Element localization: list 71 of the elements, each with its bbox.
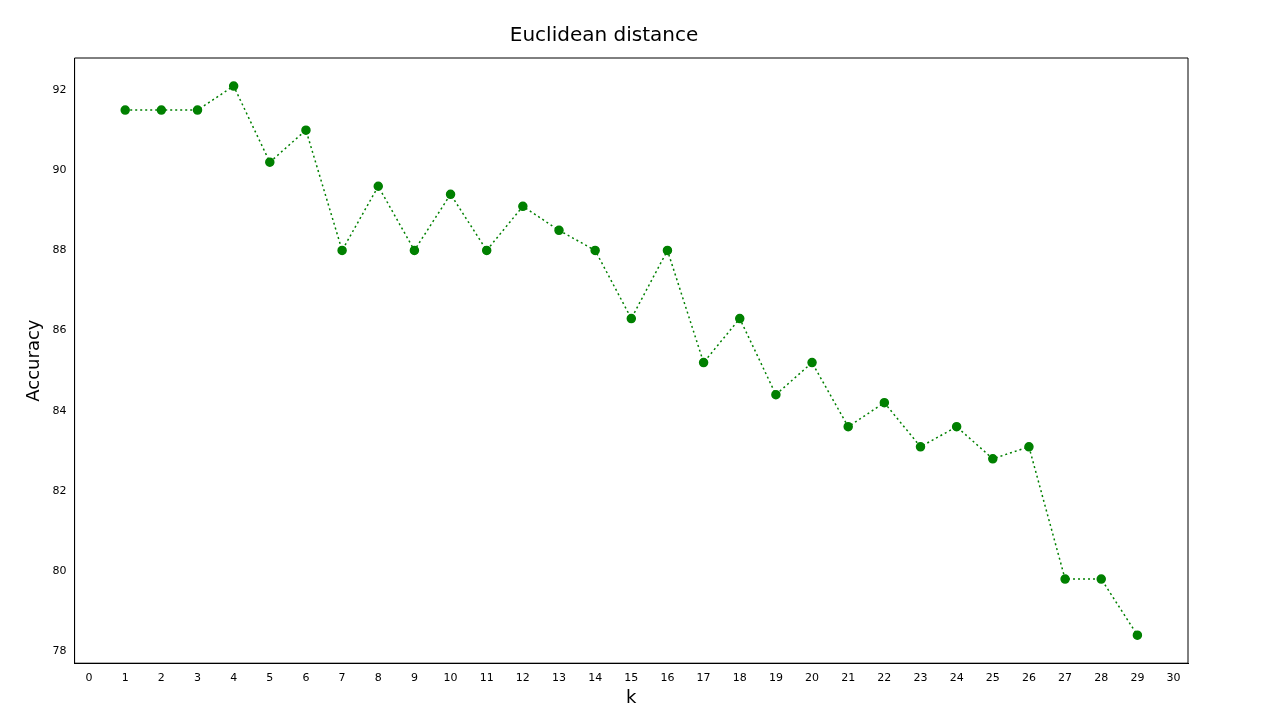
point	[626, 313, 637, 324]
point	[554, 225, 564, 236]
x-tick-label: 19	[768, 670, 783, 684]
x-tick-label: 24	[949, 670, 964, 684]
y-tick-label: 78	[52, 644, 67, 658]
point	[1132, 630, 1143, 640]
x-tick-label: 2	[157, 670, 165, 684]
point	[1096, 574, 1106, 584]
y-axis-title: Accuracy	[22, 319, 44, 402]
point	[337, 245, 347, 256]
y-tick-label: 92	[52, 82, 67, 96]
point	[1024, 442, 1034, 452]
point	[445, 189, 456, 200]
x-tick-label: 14	[588, 670, 603, 684]
x-tick-label: 4	[230, 670, 238, 684]
x-tick-label: 27	[1058, 670, 1073, 684]
point	[192, 105, 203, 115]
x-tick-label: 3	[194, 670, 202, 684]
point	[988, 454, 998, 464]
point	[373, 181, 383, 191]
point	[228, 81, 239, 91]
x-tick-label: 30	[1166, 670, 1181, 684]
point	[481, 245, 492, 256]
y-tick-label: 90	[52, 163, 67, 177]
x-tick-label: 23	[913, 670, 928, 684]
point	[120, 105, 130, 115]
point	[590, 245, 600, 256]
point	[518, 201, 528, 212]
x-tick-label: 0	[85, 670, 93, 684]
x-tick-label: 28	[1094, 670, 1109, 684]
x-tick-label: 22	[877, 670, 892, 684]
x-tick-label: 13	[552, 670, 566, 684]
y-tick-label: 86	[52, 323, 67, 337]
point	[735, 313, 745, 324]
x-tick-label: 6	[302, 670, 310, 684]
point	[662, 245, 673, 256]
x-tick-label: 15	[624, 670, 639, 684]
x-tick-label: 21	[841, 670, 856, 684]
point	[409, 245, 420, 256]
point	[951, 421, 962, 432]
point	[915, 442, 926, 452]
point	[771, 389, 781, 400]
point	[843, 421, 853, 432]
x-tick-label: 11	[479, 670, 494, 684]
x-tick-label: 10	[443, 670, 458, 684]
x-tick-label: 29	[1130, 670, 1145, 684]
x-tick-label: 18	[732, 670, 747, 684]
point	[698, 357, 709, 368]
y-tick-label: 82	[52, 483, 67, 497]
y-tick-label: 84	[52, 403, 67, 417]
y-tick-label: 80	[52, 563, 67, 577]
point	[879, 397, 890, 408]
x-axis-title: k	[626, 685, 638, 707]
point	[1060, 574, 1070, 584]
point	[301, 125, 311, 135]
point	[807, 357, 817, 368]
point	[156, 105, 167, 115]
x-tick-label: 26	[1021, 670, 1036, 684]
x-tick-label: 12	[515, 670, 530, 684]
y-tick-label: 88	[52, 243, 67, 257]
x-tick-label: 8	[374, 670, 382, 684]
x-tick-label: 16	[660, 670, 675, 684]
x-tick-label: 7	[338, 670, 346, 684]
chart-title: Euclidean distance	[509, 22, 699, 47]
x-tick-label: 20	[805, 670, 820, 684]
x-tick-label: 25	[985, 670, 1000, 684]
x-tick-label: 5	[266, 670, 274, 684]
point	[265, 157, 275, 167]
x-tick-label: 9	[410, 670, 418, 684]
x-tick-label: 17	[696, 670, 711, 684]
x-tick-label: 1	[121, 670, 129, 684]
